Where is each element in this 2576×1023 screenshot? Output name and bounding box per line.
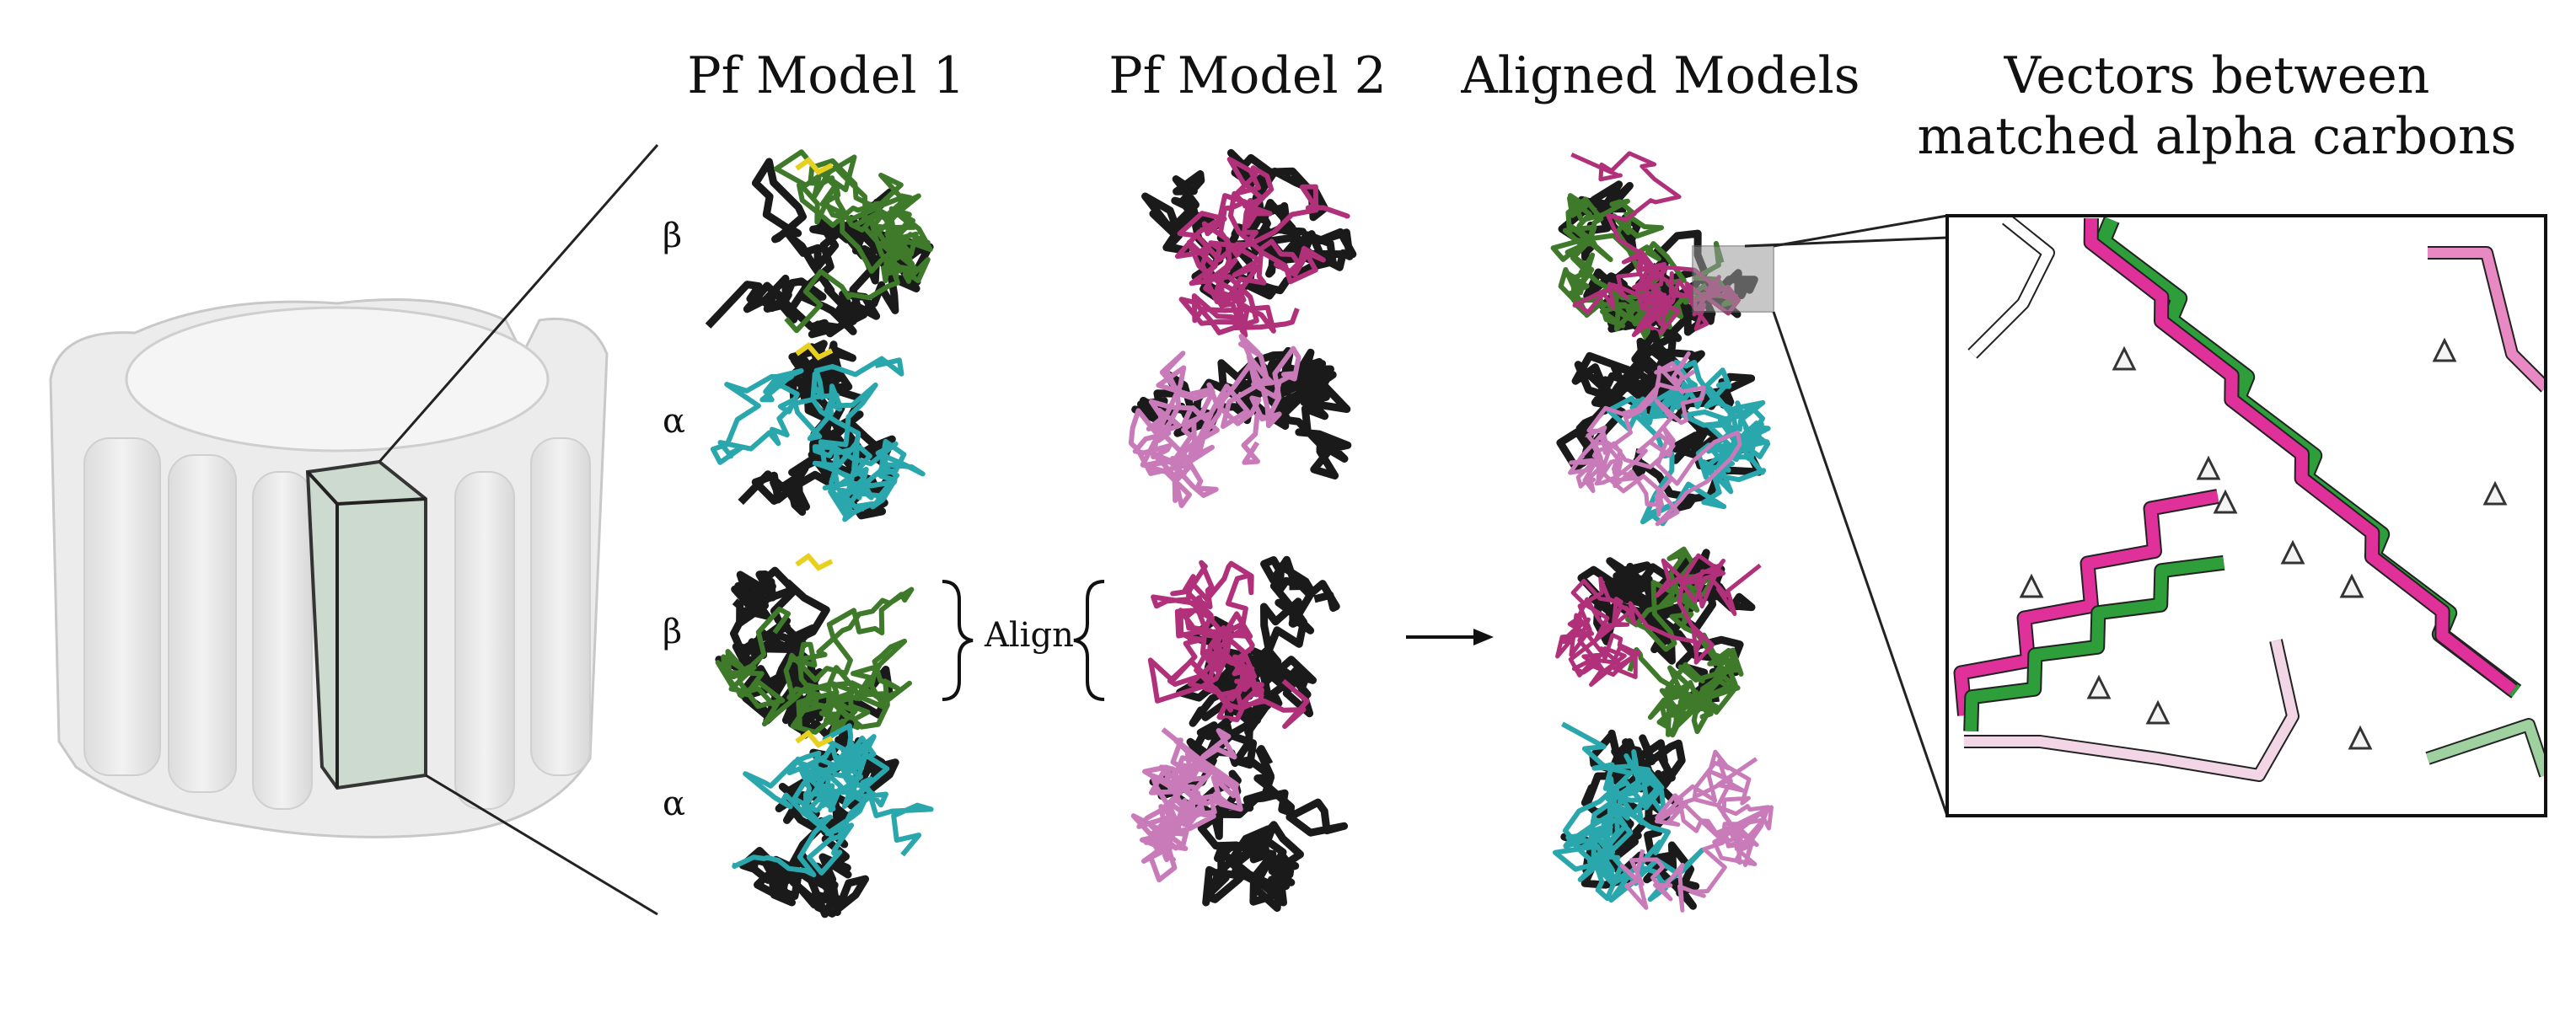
protofilament-3 (454, 471, 515, 810)
model2-subunit-3-backbone (1130, 727, 1243, 883)
arrowhead-vector-icon (2339, 573, 2364, 598)
model1-subunit-2-outline (715, 566, 894, 740)
pf-model-1 (705, 149, 934, 919)
inset-helix-corner (2428, 248, 2546, 392)
model1-subunit-0-outline (705, 158, 934, 339)
aligned-subunit-1-overlay (1568, 351, 1742, 527)
inset-helix-pink-2 (1955, 490, 2219, 716)
inset-loop-light (1964, 639, 2298, 780)
model1-subunit-0-backbone (773, 149, 933, 334)
arrowhead-vector-icon (2213, 489, 2238, 514)
model1-subunit-2-ligand (795, 552, 834, 571)
inset-helix-pink-1 (2085, 217, 2517, 695)
model1-subunit-0-ligand (795, 156, 834, 175)
inset-helix-green-2 (1965, 556, 2225, 731)
zoom-line-bottom (425, 774, 658, 916)
protofilament-0 (83, 437, 161, 776)
aligned-subunit-2-outline (1577, 549, 1756, 713)
pf-model-2 (1128, 148, 1357, 913)
model1-subunit-2-backbone (715, 586, 915, 739)
title-pf-model-1: Pf Model 1 (687, 46, 965, 105)
aligned-zoom-box (1692, 245, 1774, 313)
inset-strand-white (1968, 216, 2053, 358)
arrowhead-vector-icon (2432, 337, 2457, 362)
title-aligned-models: Aligned Models (1461, 46, 1860, 105)
title-vectors-line-2: matched alpha carbons (1917, 107, 2517, 166)
subunit-label-beta-2: β (663, 613, 683, 651)
vector-inset (1945, 214, 2547, 817)
align-label: Align (985, 616, 1074, 655)
protofilament-1 (168, 454, 237, 793)
arrowhead-vector-icon (2086, 674, 2112, 699)
arrow-right-icon (1406, 629, 1494, 645)
model2-subunit-2-backbone (1147, 560, 1310, 729)
arrowhead-vector-icon (2348, 725, 2373, 750)
aligned-subunit-1-outline (1556, 329, 1763, 512)
inset-helix-green-3 (2426, 720, 2546, 777)
arrowhead-vector-icon (2019, 573, 2044, 598)
model2-subunit-0-backbone (1174, 157, 1350, 338)
model1-subunit-3-ligand (795, 729, 834, 748)
aligned-subunit-2-overlay (1555, 553, 1762, 687)
arrowhead-vector-icon (2482, 480, 2508, 506)
subunit-label-alpha-2: α (663, 785, 686, 823)
model2-subunit-1-backbone (1128, 334, 1301, 508)
title-pf-model-2: Pf Model 2 (1108, 46, 1387, 105)
protofilament-2 (252, 471, 313, 810)
protofilament-4 (530, 437, 591, 776)
title-vectors-line-1: Vectors between (2004, 46, 2430, 105)
zoom-line-top (378, 144, 659, 463)
aligned-models (1550, 151, 1774, 913)
arrowhead-vector-icon (2280, 539, 2305, 565)
model1-subunit-1-backbone (710, 356, 926, 522)
brace-left-icon (1073, 580, 1105, 701)
aligned-subunit-1-backbone (1606, 359, 1771, 527)
arrowhead-vector-icon (2145, 699, 2171, 725)
model1-subunit-3-backbone (732, 723, 934, 878)
subunit-label-alpha-1: α (663, 402, 686, 441)
model1-subunit-1-ligand (795, 341, 834, 361)
aligned-subunit-3-overlay (1619, 749, 1774, 913)
microtubule-cylinder (49, 298, 609, 838)
subunit-label-beta-1: β (663, 217, 683, 255)
arrowhead-vector-icon (2196, 455, 2221, 480)
brace-right-icon (942, 580, 974, 701)
arrowhead-vector-icon (2112, 345, 2137, 371)
